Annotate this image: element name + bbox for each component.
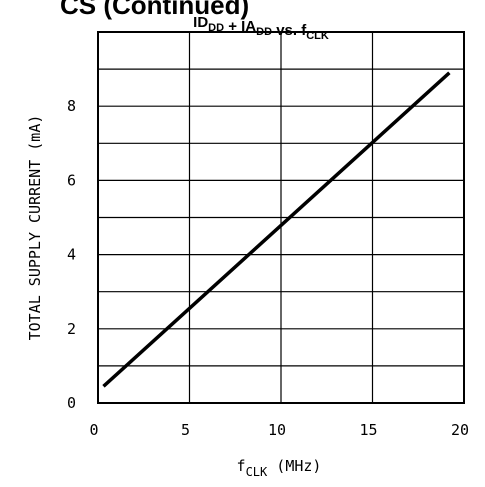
x-tick-label: 10 xyxy=(268,421,286,439)
y-tick-label: 8 xyxy=(67,97,76,115)
y-axis-ticks: 0 2 4 6 8 xyxy=(67,97,76,412)
y-tick-label: 0 xyxy=(67,394,76,412)
grid xyxy=(98,32,464,403)
section-header-partial: CS (Continued) xyxy=(60,0,249,20)
y-tick-label: 2 xyxy=(67,320,76,338)
y-tick-label: 4 xyxy=(67,246,76,264)
y-tick-label: 6 xyxy=(67,171,76,189)
series-line xyxy=(102,71,451,388)
plot-frame xyxy=(97,31,465,404)
x-tick-label: 15 xyxy=(359,421,377,439)
series-layer xyxy=(102,71,451,388)
x-tick-label: 5 xyxy=(181,421,190,439)
x-axis-ticks: 0 5 10 15 20 xyxy=(89,421,469,439)
y-axis-title: TOTAL SUPPLY CURRENT (mA) xyxy=(26,115,44,341)
x-tick-label: 0 xyxy=(89,421,98,439)
x-tick-label: 20 xyxy=(451,421,469,439)
x-axis-title: fCLK (MHz) xyxy=(237,457,322,479)
